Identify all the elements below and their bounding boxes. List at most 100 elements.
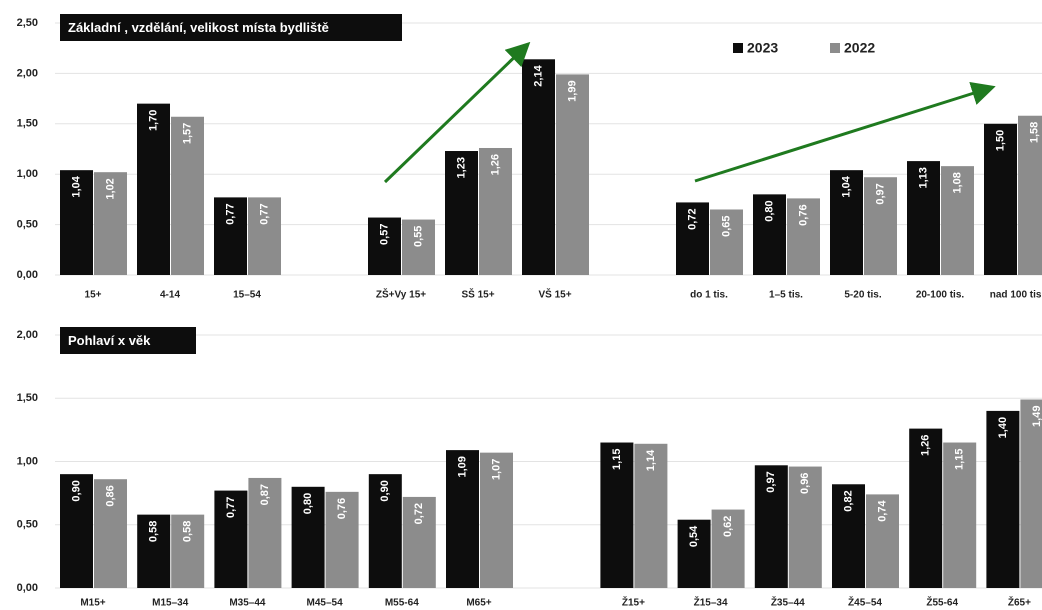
value-label: 0,76 — [797, 204, 809, 225]
x-tick-label: Ž35–44 — [771, 596, 805, 609]
bar — [368, 217, 401, 275]
x-tick-label: Ž45–54 — [848, 596, 882, 609]
bar — [556, 74, 589, 276]
value-label: 0,72 — [686, 208, 698, 229]
title-box — [60, 327, 196, 354]
value-label: 1,57 — [181, 123, 193, 144]
legend-label: 2022 — [844, 40, 875, 56]
y-tick-label: 1,50 — [17, 118, 38, 130]
y-tick-label: 0,00 — [17, 269, 38, 281]
bar — [634, 443, 668, 588]
value-label: 0,58 — [182, 521, 194, 542]
y-tick-label: 0,00 — [17, 582, 38, 594]
bar — [787, 198, 820, 275]
value-label: 0,90 — [379, 480, 391, 501]
x-tick-label: 1–5 tis. — [769, 290, 803, 301]
value-label: 0,55 — [412, 226, 424, 247]
y-tick-label: 2,00 — [17, 67, 38, 79]
legend-label: 2023 — [747, 40, 778, 56]
trend-arrow — [694, 81, 996, 183]
chart-title: Pohlaví x věk — [68, 333, 151, 348]
value-label: 1,02 — [104, 178, 116, 199]
bar — [676, 202, 709, 275]
x-tick-label: 15–54 — [233, 290, 261, 301]
value-label: 0,77 — [224, 203, 236, 224]
bar — [600, 442, 634, 588]
x-tick-label: 5-20 tis. — [844, 290, 881, 301]
bar — [171, 514, 205, 588]
value-label: 0,57 — [378, 224, 390, 245]
value-label: 0,62 — [722, 516, 734, 537]
x-tick-label: M65+ — [466, 598, 491, 609]
value-label: 0,54 — [688, 525, 700, 547]
value-label: 1,58 — [1028, 122, 1040, 143]
bar — [909, 428, 943, 588]
value-label: 1,15 — [954, 449, 966, 470]
bar — [402, 496, 436, 588]
value-label: 0,74 — [876, 500, 888, 522]
bar — [94, 479, 127, 588]
bar — [866, 494, 899, 588]
value-label: 1,13 — [917, 167, 929, 188]
bar — [522, 59, 555, 276]
value-label: 0,80 — [763, 200, 775, 221]
y-tick-label: 2,50 — [17, 17, 38, 29]
bar — [445, 151, 478, 275]
x-tick-label: 20-100 tis. — [916, 290, 965, 301]
value-label: 2,14 — [532, 64, 544, 86]
value-label: 0,80 — [302, 493, 314, 514]
bar — [986, 410, 1020, 588]
value-label: 1,26 — [489, 154, 501, 175]
value-label: 0,97 — [874, 183, 886, 204]
chart-title: Základní , vzdělání, velikost místa bydl… — [68, 20, 329, 35]
value-label: 0,96 — [799, 473, 811, 494]
value-label: 1,09 — [456, 456, 468, 477]
value-label: 1,49 — [1031, 406, 1042, 427]
bar — [1018, 115, 1042, 276]
y-tick-label: 2,00 — [17, 329, 38, 341]
bar — [830, 170, 863, 275]
bar — [677, 519, 711, 588]
x-tick-label: Ž15+ — [622, 596, 645, 609]
value-label: 1,04 — [70, 175, 82, 197]
value-label: 1,04 — [840, 175, 852, 197]
bar — [864, 177, 897, 275]
bar — [214, 197, 247, 275]
value-label: 1,40 — [997, 417, 1009, 438]
value-label: 1,14 — [645, 449, 657, 471]
bar — [171, 116, 204, 275]
bar — [711, 509, 745, 588]
x-tick-label: SŠ 15+ — [461, 288, 494, 301]
bar — [60, 170, 93, 275]
bar — [94, 172, 127, 275]
value-label: 1,07 — [490, 459, 502, 480]
value-label: 1,99 — [566, 80, 578, 101]
bar — [291, 486, 325, 588]
bar — [754, 465, 788, 588]
bar — [941, 166, 974, 275]
value-label: 0,86 — [104, 485, 116, 506]
bar — [60, 474, 93, 588]
bar — [137, 514, 171, 588]
x-tick-label: M35–44 — [229, 598, 266, 609]
bar — [832, 484, 865, 588]
bar — [1020, 399, 1042, 588]
y-tick-label: 1,00 — [17, 455, 38, 467]
value-label: 0,77 — [258, 203, 270, 224]
x-tick-label: 15+ — [85, 290, 102, 301]
y-tick-label: 0,50 — [17, 219, 38, 231]
x-tick-label: Ž55-64 — [926, 596, 958, 609]
x-tick-label: M15–34 — [152, 598, 189, 609]
x-tick-label: M45–54 — [307, 598, 344, 609]
value-label: 1,70 — [147, 110, 159, 131]
legend-swatch — [830, 43, 840, 53]
bar — [753, 194, 786, 275]
value-label: 1,50 — [994, 130, 1006, 151]
x-tick-label: Ž15–34 — [694, 596, 728, 609]
y-tick-label: 1,50 — [17, 392, 38, 404]
bar — [402, 219, 435, 275]
bar — [248, 477, 282, 588]
value-label: 0,76 — [336, 498, 348, 519]
x-tick-label: Ž65+ — [1008, 596, 1031, 609]
